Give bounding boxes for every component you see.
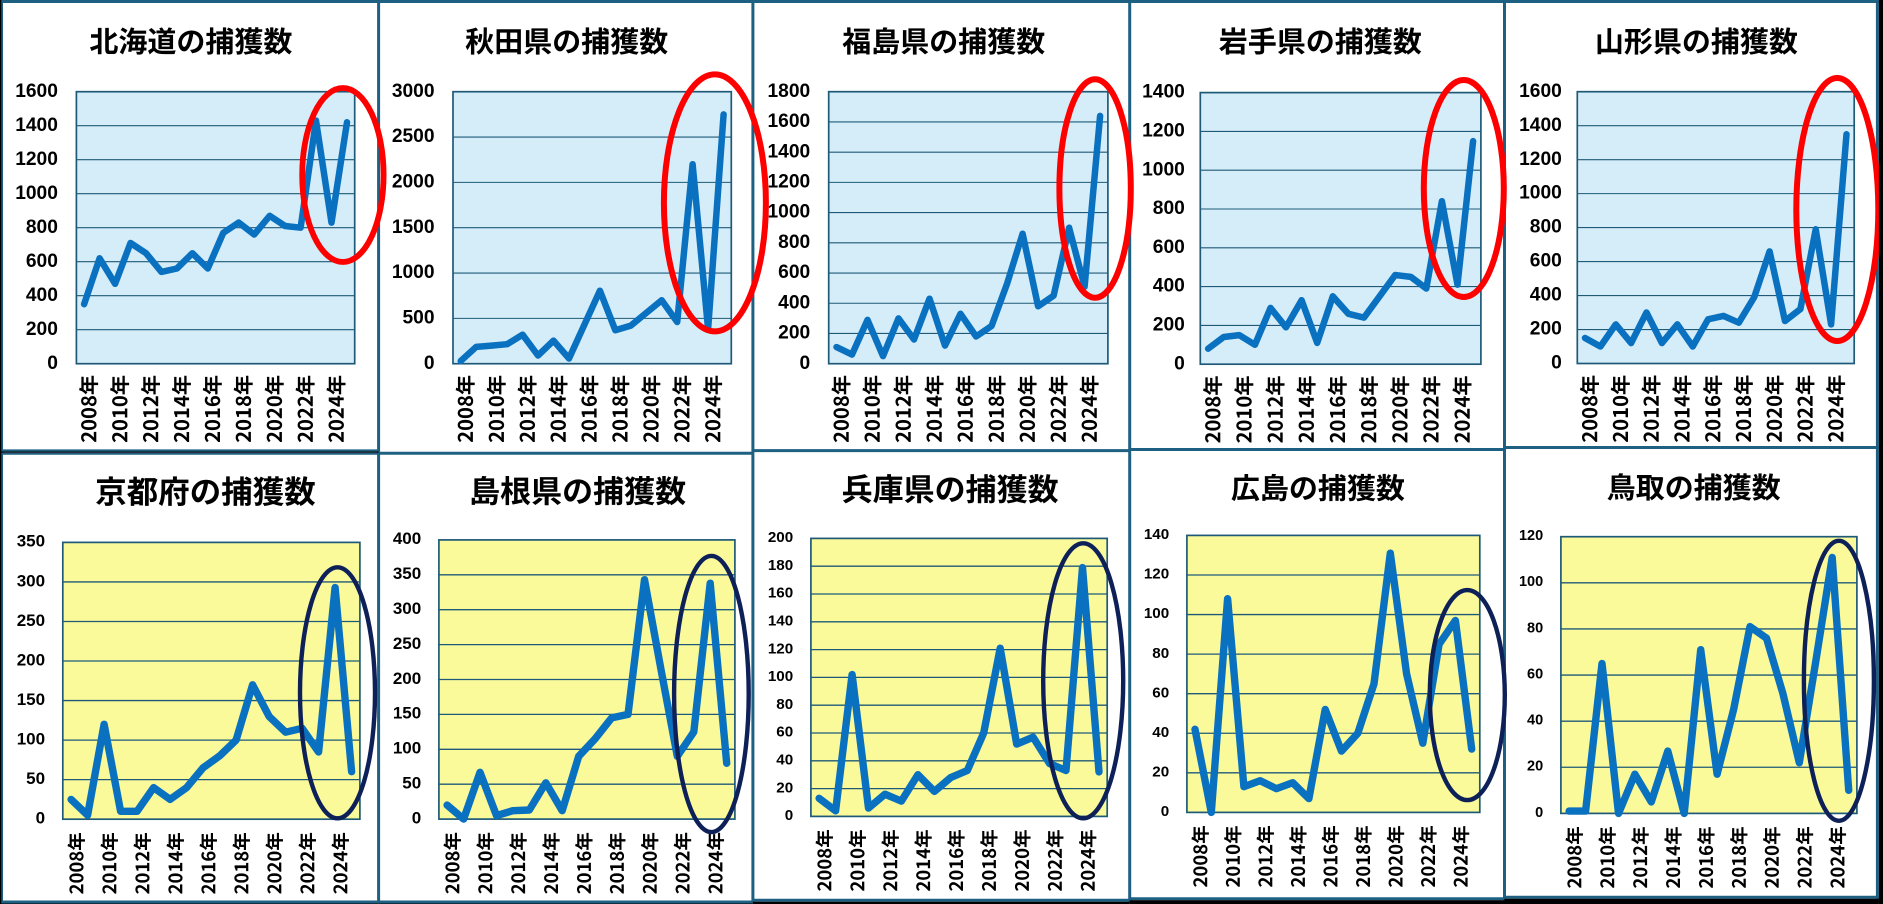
- svg-text:200: 200: [1530, 319, 1562, 340]
- svg-text:100: 100: [17, 729, 45, 748]
- svg-text:1200: 1200: [15, 149, 58, 170]
- svg-text:200: 200: [1153, 315, 1185, 336]
- svg-text:150: 150: [393, 704, 421, 723]
- svg-text:60: 60: [776, 724, 793, 741]
- svg-text:1000: 1000: [15, 183, 58, 204]
- svg-text:1000: 1000: [392, 262, 435, 283]
- svg-text:100: 100: [768, 668, 793, 685]
- svg-text:400: 400: [393, 529, 421, 548]
- svg-text:160: 160: [768, 585, 793, 602]
- svg-text:80: 80: [1152, 645, 1169, 662]
- svg-text:0: 0: [1551, 353, 1562, 374]
- svg-text:800: 800: [26, 217, 58, 238]
- svg-text:80: 80: [776, 696, 793, 713]
- svg-text:0: 0: [412, 808, 421, 827]
- svg-text:800: 800: [1530, 217, 1562, 238]
- svg-text:50: 50: [402, 774, 421, 793]
- svg-text:250: 250: [393, 634, 421, 653]
- svg-text:50: 50: [26, 769, 45, 788]
- svg-text:2500: 2500: [392, 126, 435, 147]
- svg-text:350: 350: [393, 564, 421, 583]
- svg-text:120: 120: [1144, 566, 1169, 583]
- svg-text:20: 20: [776, 779, 793, 796]
- svg-text:40: 40: [1152, 724, 1169, 741]
- svg-text:0: 0: [1535, 805, 1543, 821]
- svg-text:600: 600: [1153, 237, 1185, 258]
- svg-text:0: 0: [424, 353, 435, 374]
- svg-text:180: 180: [768, 557, 793, 574]
- svg-text:20: 20: [1527, 759, 1543, 775]
- svg-text:200: 200: [17, 650, 45, 669]
- svg-text:1400: 1400: [15, 115, 58, 136]
- svg-text:600: 600: [778, 262, 810, 283]
- svg-text:200: 200: [26, 319, 58, 340]
- svg-text:100: 100: [1144, 605, 1169, 622]
- svg-text:40: 40: [776, 752, 793, 769]
- svg-text:1200: 1200: [1142, 121, 1185, 142]
- svg-text:60: 60: [1527, 667, 1543, 683]
- svg-text:1600: 1600: [1519, 81, 1562, 102]
- svg-text:1000: 1000: [1142, 159, 1185, 180]
- svg-text:3000: 3000: [392, 81, 435, 102]
- svg-text:300: 300: [17, 571, 45, 590]
- svg-text:200: 200: [768, 529, 793, 546]
- svg-text:1400: 1400: [1519, 115, 1562, 136]
- svg-text:0: 0: [36, 809, 45, 828]
- svg-text:1200: 1200: [768, 172, 811, 193]
- svg-text:1500: 1500: [392, 217, 435, 238]
- svg-text:0: 0: [800, 353, 811, 374]
- svg-text:800: 800: [1153, 198, 1185, 219]
- svg-text:400: 400: [26, 285, 58, 306]
- svg-text:20: 20: [1152, 764, 1169, 781]
- svg-text:1400: 1400: [1142, 82, 1185, 103]
- svg-text:140: 140: [1144, 526, 1169, 543]
- svg-text:400: 400: [1153, 276, 1185, 297]
- svg-text:1800: 1800: [768, 81, 811, 102]
- svg-text:80: 80: [1527, 620, 1543, 636]
- svg-text:1000: 1000: [768, 202, 811, 223]
- svg-text:800: 800: [778, 232, 810, 253]
- svg-text:300: 300: [393, 599, 421, 618]
- svg-text:2000: 2000: [392, 172, 435, 193]
- svg-text:1200: 1200: [1519, 149, 1562, 170]
- svg-text:0: 0: [47, 353, 58, 374]
- svg-text:40: 40: [1527, 713, 1543, 729]
- svg-text:400: 400: [1530, 285, 1562, 306]
- svg-text:120: 120: [768, 640, 793, 657]
- svg-text:1000: 1000: [1519, 183, 1562, 204]
- svg-text:400: 400: [778, 292, 810, 313]
- svg-text:600: 600: [26, 251, 58, 272]
- svg-text:140: 140: [768, 613, 793, 630]
- svg-text:60: 60: [1152, 684, 1169, 701]
- svg-text:600: 600: [1530, 251, 1562, 272]
- svg-text:250: 250: [17, 611, 45, 630]
- svg-text:150: 150: [17, 690, 45, 709]
- svg-text:1600: 1600: [15, 81, 58, 102]
- svg-text:1400: 1400: [768, 141, 811, 162]
- svg-text:500: 500: [402, 308, 434, 329]
- svg-text:100: 100: [393, 739, 421, 758]
- svg-text:200: 200: [393, 669, 421, 688]
- svg-text:100: 100: [1519, 574, 1543, 590]
- svg-text:350: 350: [17, 532, 45, 551]
- svg-text:120: 120: [1519, 528, 1543, 544]
- svg-text:0: 0: [785, 807, 793, 824]
- svg-text:200: 200: [778, 323, 810, 344]
- svg-text:1600: 1600: [768, 111, 811, 132]
- svg-text:0: 0: [1161, 803, 1169, 820]
- svg-text:0: 0: [1174, 353, 1185, 374]
